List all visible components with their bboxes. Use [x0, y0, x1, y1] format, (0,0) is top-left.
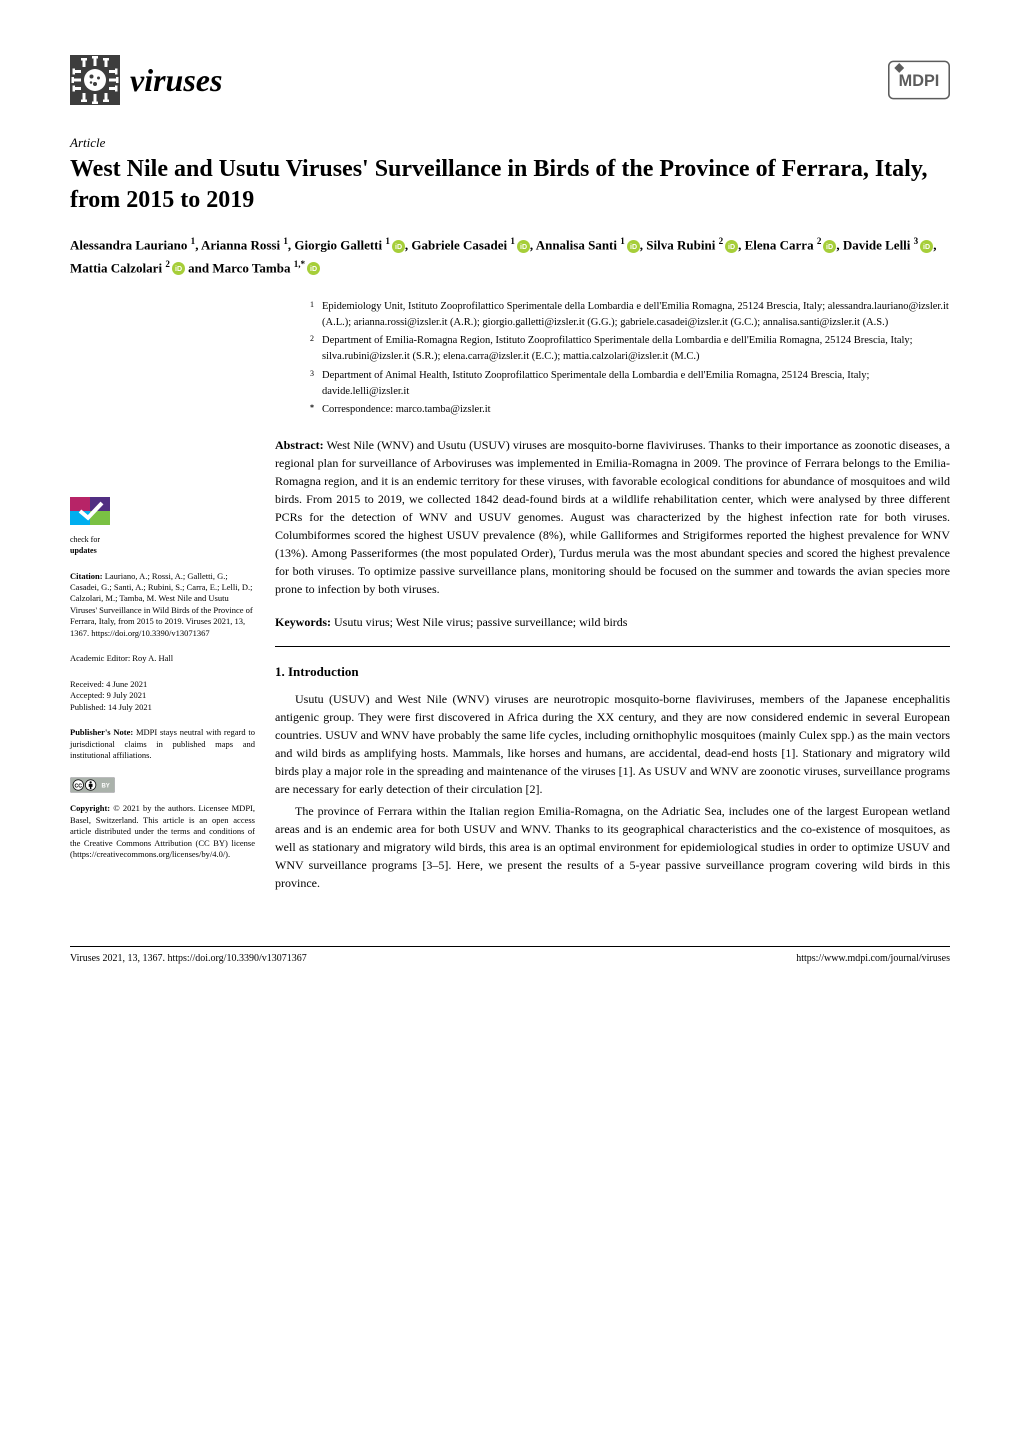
svg-text:BY: BY [101, 783, 109, 789]
publishers-note-label: Publisher's Note: [70, 727, 133, 737]
orcid-icon: iD [172, 262, 185, 275]
page-footer: Viruses 2021, 13, 1367. https://doi.org/… [70, 946, 950, 964]
sidebar: check forupdates Citation: Lauriano, A.;… [70, 436, 255, 896]
cc-by-icon: CC BY [70, 776, 115, 794]
journal-name: viruses [130, 62, 222, 99]
publishers-note: Publisher's Note: MDPI stays neutral wit… [70, 727, 255, 761]
article-dates: Received: 4 June 2021 Accepted: 9 July 2… [70, 679, 255, 713]
svg-text:iD: iD [728, 244, 735, 251]
author-name: Alessandra Lauriano [70, 238, 187, 253]
svg-text:iD: iD [923, 244, 930, 251]
author-name: Davide Lelli [843, 238, 911, 253]
author-name: Annalisa Santi [536, 238, 617, 253]
section-divider [275, 646, 950, 647]
body-paragraph: Usutu (USUV) and West Nile (WNV) viruses… [275, 690, 950, 798]
copyright-label: Copyright: [70, 803, 110, 813]
keywords-label: Keywords: [275, 615, 331, 629]
orcid-icon: iD [627, 240, 640, 253]
license-block: CC BY Copyright: © 2021 by the authors. … [70, 776, 255, 861]
journal-brand: viruses [70, 55, 222, 105]
abstract-label: Abstract: [275, 438, 324, 452]
footer-right: https://www.mdpi.com/journal/viruses [796, 953, 950, 964]
author-name: Mattia Calzolari [70, 260, 162, 275]
keywords-text: Usutu virus; West Nile virus; passive su… [334, 615, 627, 629]
orcid-icon: iD [920, 240, 933, 253]
orcid-icon: iD [392, 240, 405, 253]
author-name: Marco Tamba [212, 260, 290, 275]
author-name: Gabriele Casadei [411, 238, 507, 253]
footer-left: Viruses 2021, 13, 1367. https://doi.org/… [70, 953, 307, 964]
svg-text:iD: iD [520, 244, 527, 251]
author-name: Silva Rubini [646, 238, 715, 253]
correspondence: Correspondence: marco.tamba@izsler.it [322, 402, 950, 418]
citation-block: Citation: Lauriano, A.; Rossi, A.; Galle… [70, 571, 255, 640]
orcid-icon: iD [307, 262, 320, 275]
svg-text:MDPI: MDPI [899, 72, 940, 90]
author-name: Arianna Rossi [201, 238, 280, 253]
svg-text:iD: iD [310, 267, 317, 274]
authors-list: Alessandra Lauriano 1, Arianna Rossi 1, … [70, 234, 950, 278]
orcid-icon: iD [725, 240, 738, 253]
abstract-text: West Nile (WNV) and Usutu (USUV) viruses… [275, 438, 950, 596]
orcid-icon: iD [823, 240, 836, 253]
body-paragraph: The province of Ferrara within the Itali… [275, 802, 950, 892]
author-name: Giorgio Galletti [294, 238, 382, 253]
check-updates-text: check forupdates [70, 535, 255, 557]
citation-label: Citation: [70, 571, 103, 581]
svg-text:iD: iD [175, 267, 182, 274]
abstract: Abstract: West Nile (WNV) and Usutu (USU… [275, 436, 950, 598]
svg-text:iD: iD [630, 244, 637, 251]
affiliation-text: Epidemiology Unit, Istituto Zooprofilatt… [322, 299, 950, 332]
keywords: Keywords: Usutu virus; West Nile virus; … [275, 613, 950, 631]
affiliation-text: Department of Emilia-Romagna Region, Ist… [322, 333, 950, 366]
check-updates-icon [70, 491, 110, 531]
article-type-label: Article [70, 135, 950, 151]
mdpi-logo-icon: MDPI [888, 60, 950, 100]
main-content: Abstract: West Nile (WNV) and Usutu (USU… [275, 436, 950, 896]
affiliation-text: Department of Animal Health, Istituto Zo… [322, 368, 950, 401]
article-title: West Nile and Usutu Viruses' Surveillanc… [70, 154, 950, 216]
svg-text:iD: iD [826, 244, 833, 251]
viruses-logo-icon [70, 55, 120, 105]
published-date: Published: 14 July 2021 [70, 702, 255, 713]
page-header: viruses MDPI [70, 55, 950, 105]
affiliations: 1Epidemiology Unit, Istituto Zooprofilat… [70, 299, 950, 419]
received-date: Received: 4 June 2021 [70, 679, 255, 690]
check-updates-badge[interactable]: check forupdates [70, 491, 255, 556]
accepted-date: Accepted: 9 July 2021 [70, 690, 255, 701]
orcid-icon: iD [517, 240, 530, 253]
author-name: Elena Carra [745, 238, 814, 253]
academic-editor: Academic Editor: Roy A. Hall [70, 653, 255, 664]
svg-text:iD: iD [395, 244, 402, 251]
section-heading: 1. Introduction [275, 662, 950, 682]
svg-text:CC: CC [74, 783, 82, 789]
